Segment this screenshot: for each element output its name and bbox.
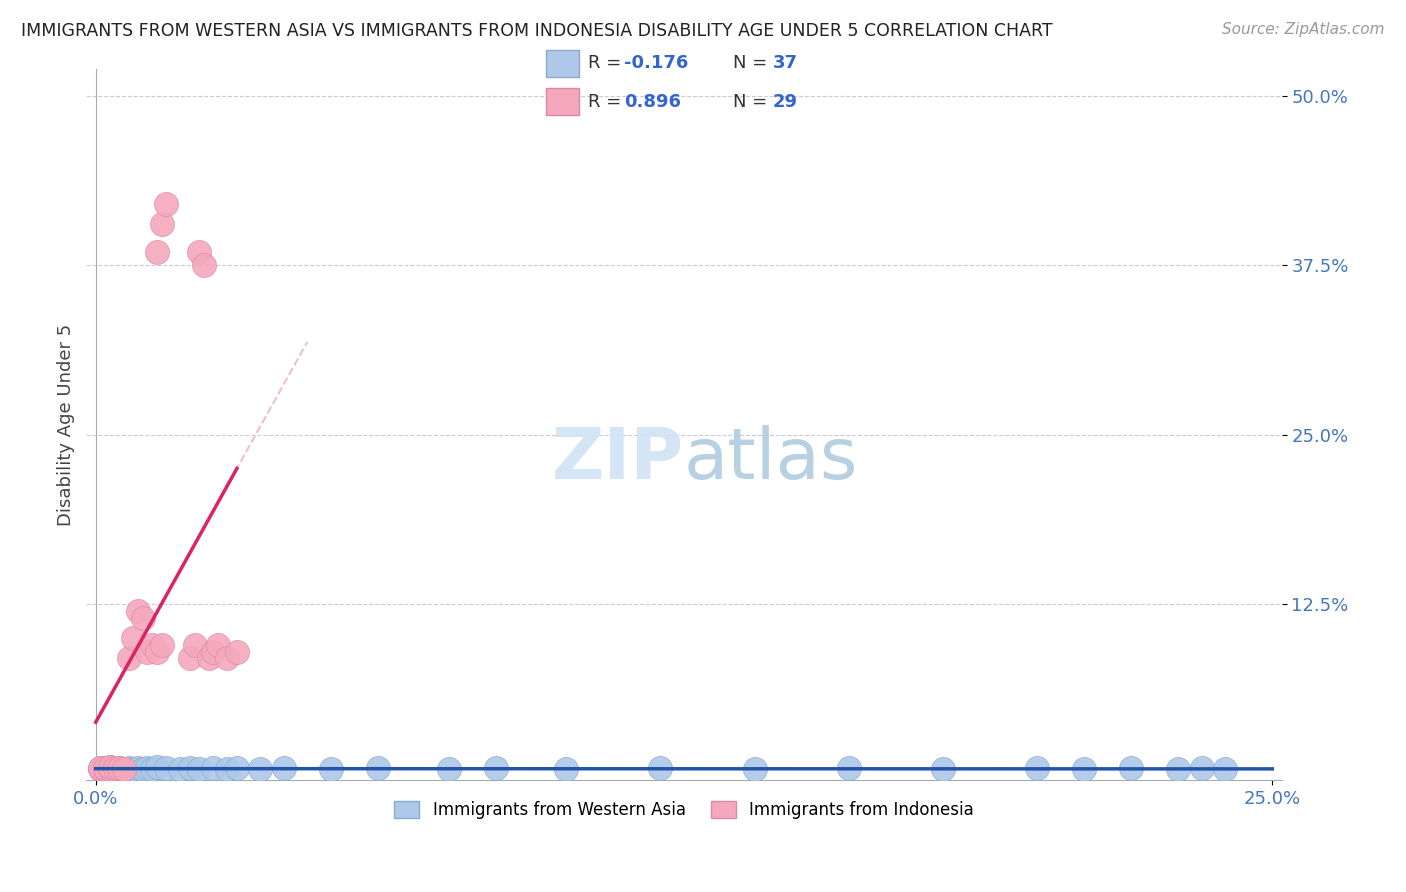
Point: [108, 761, 131, 775]
Text: 0.896: 0.896: [624, 93, 681, 111]
Point: [136, 644, 159, 658]
Point: [217, 651, 239, 665]
Point: [122, 631, 145, 645]
Point: [117, 651, 139, 665]
Point: [98, 763, 121, 777]
Point: [117, 761, 139, 775]
Text: IMMIGRANTS FROM WESTERN ASIA VS IMMIGRANTS FROM INDONESIA DISABILITY AGE UNDER 5: IMMIGRANTS FROM WESTERN ASIA VS IMMIGRAN…: [21, 22, 1053, 40]
Point: [319, 763, 342, 777]
Point: [103, 764, 125, 778]
Point: [179, 651, 201, 665]
Point: [367, 761, 389, 775]
Point: [225, 761, 247, 775]
Point: [112, 763, 135, 777]
Point: [89, 763, 111, 777]
Point: [89, 761, 111, 775]
Point: [207, 638, 229, 652]
Bar: [547, 88, 579, 115]
Text: Source: ZipAtlas.com: Source: ZipAtlas.com: [1222, 22, 1385, 37]
Point: [155, 761, 177, 775]
Point: [127, 761, 149, 775]
Point: [141, 763, 163, 777]
Point: [273, 761, 295, 775]
Point: [197, 651, 219, 665]
Point: [98, 760, 121, 774]
Point: [555, 763, 578, 777]
Point: [1167, 763, 1189, 777]
Point: [838, 761, 860, 775]
Point: [650, 761, 672, 775]
Legend: Immigrants from Western Asia, Immigrants from Indonesia: Immigrants from Western Asia, Immigrants…: [388, 794, 980, 825]
Point: [1213, 763, 1236, 777]
Text: N =: N =: [733, 93, 773, 111]
Point: [485, 761, 508, 775]
Point: [183, 638, 205, 652]
Point: [132, 610, 155, 624]
Text: R =: R =: [588, 54, 627, 72]
Point: [146, 644, 169, 658]
Point: [132, 763, 155, 777]
Point: [1026, 761, 1049, 775]
Point: [744, 763, 766, 777]
Point: [150, 638, 173, 652]
Text: R =: R =: [588, 93, 627, 111]
Point: [127, 604, 149, 618]
Bar: [547, 50, 579, 77]
Point: [94, 761, 117, 775]
Y-axis label: Disability Age Under 5: Disability Age Under 5: [58, 323, 75, 525]
Point: [437, 763, 460, 777]
Text: atlas: atlas: [683, 425, 859, 494]
Point: [169, 763, 191, 777]
Point: [179, 761, 201, 775]
Point: [202, 644, 225, 658]
Text: ZIP: ZIP: [551, 425, 683, 494]
Text: 37: 37: [773, 54, 797, 72]
Point: [94, 763, 117, 777]
Point: [103, 761, 125, 775]
Point: [112, 763, 135, 777]
Point: [98, 760, 121, 774]
Point: [1073, 763, 1095, 777]
Point: [146, 244, 169, 259]
Point: [249, 763, 271, 777]
Point: [108, 761, 131, 775]
Point: [146, 760, 169, 774]
Text: N =: N =: [733, 54, 773, 72]
Point: [89, 761, 111, 775]
Point: [188, 244, 211, 259]
Point: [141, 638, 163, 652]
Point: [188, 763, 211, 777]
Point: [94, 763, 117, 777]
Point: [217, 763, 239, 777]
Point: [155, 197, 177, 211]
Point: [225, 644, 247, 658]
Point: [122, 763, 145, 777]
Point: [932, 763, 955, 777]
Text: -0.176: -0.176: [624, 54, 689, 72]
Point: [1119, 761, 1142, 775]
Point: [1191, 761, 1213, 775]
Point: [193, 258, 215, 272]
Text: 29: 29: [773, 93, 797, 111]
Point: [150, 218, 173, 232]
Point: [202, 761, 225, 775]
Point: [136, 761, 159, 775]
